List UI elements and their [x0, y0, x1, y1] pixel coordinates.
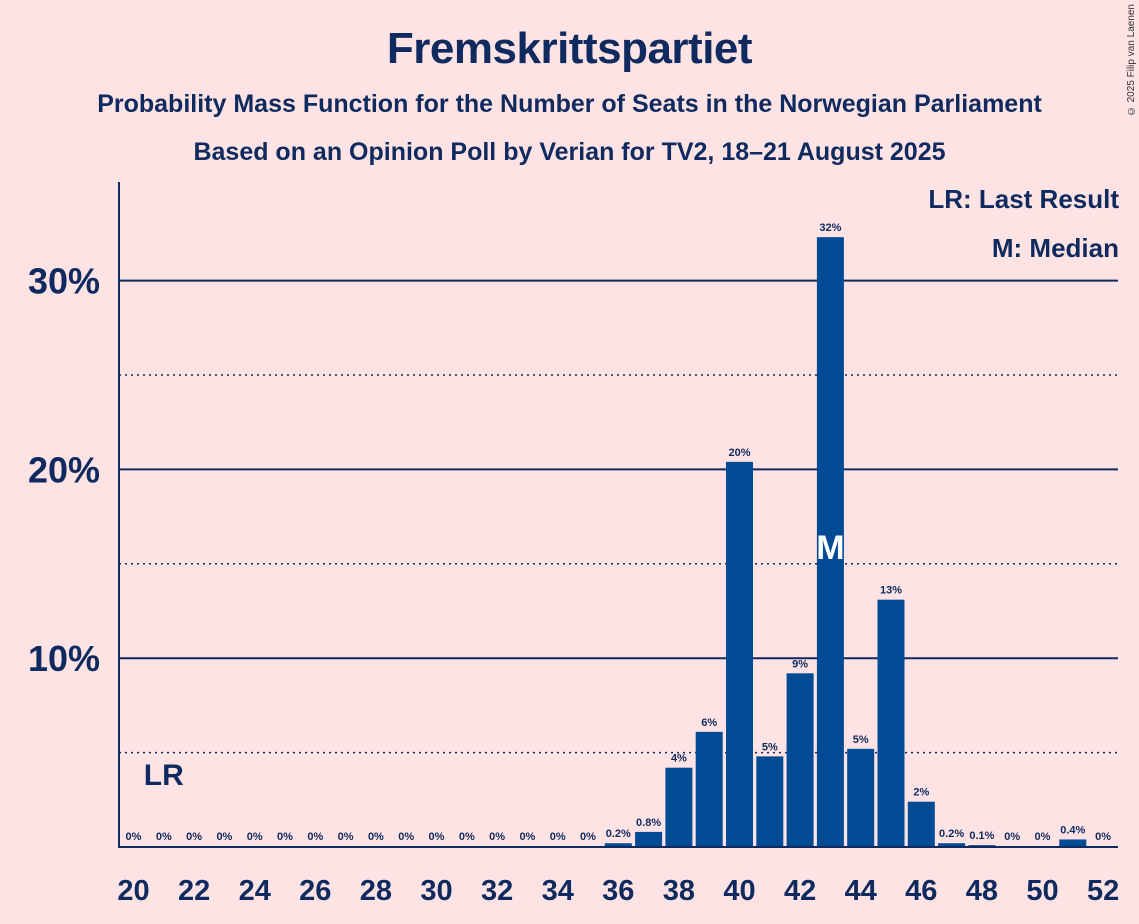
data-label-seat-29: 0% — [398, 831, 414, 843]
data-label-seat-25: 0% — [277, 831, 293, 843]
data-label-seat-46: 2% — [913, 787, 929, 799]
data-label-seat-37: 0.8% — [636, 817, 661, 829]
data-label-seat-21: 0% — [156, 831, 172, 843]
data-label-seat-34: 0% — [550, 831, 566, 843]
last-result-marker: LR — [144, 759, 184, 792]
data-label-seat-20: 0% — [126, 831, 142, 843]
data-label-seat-32: 0% — [489, 831, 505, 843]
x-tick-label: 24 — [239, 875, 271, 907]
data-label-seat-36: 0.2% — [606, 828, 631, 840]
bar-seat-44 — [847, 748, 875, 847]
x-tick-label: 38 — [663, 875, 695, 907]
data-label-seat-27: 0% — [338, 831, 354, 843]
y-tick-label: 10% — [28, 638, 100, 679]
data-label-seat-52: 0% — [1095, 831, 1111, 843]
data-label-seat-50: 0% — [1035, 831, 1051, 843]
median-marker: M — [816, 529, 844, 567]
bar-seat-39 — [695, 731, 723, 847]
x-tick-label: 36 — [602, 875, 634, 907]
data-label-seat-24: 0% — [247, 831, 263, 843]
x-tick-label: 48 — [966, 875, 998, 907]
x-tick-label: 32 — [481, 875, 513, 907]
x-tick-label: 52 — [1087, 875, 1119, 907]
data-label-seat-33: 0% — [519, 831, 535, 843]
y-tick-label: 20% — [28, 449, 100, 490]
data-label-seat-44: 5% — [853, 734, 869, 746]
legend-median: M: Median — [991, 233, 1119, 263]
data-label-seat-41: 5% — [762, 741, 778, 753]
data-label-seat-51: 0.4% — [1060, 824, 1085, 836]
bar-seat-40 — [726, 461, 753, 847]
x-tick-label: 40 — [723, 875, 755, 907]
data-label-seat-49: 0% — [1004, 831, 1020, 843]
chart-subtitle: Probability Mass Function for the Number… — [97, 90, 1042, 118]
x-tick-label: 34 — [542, 875, 574, 907]
bar-seat-36 — [604, 843, 632, 847]
x-tick-label: 22 — [178, 875, 210, 907]
data-label-seat-26: 0% — [307, 831, 323, 843]
x-tick-label: 30 — [420, 875, 452, 907]
bar-seat-42 — [786, 673, 814, 847]
data-label-seat-22: 0% — [186, 831, 202, 843]
data-label-seat-30: 0% — [429, 831, 445, 843]
data-label-seat-42: 9% — [792, 658, 808, 670]
legend-last-result: LR: Last Result — [928, 184, 1119, 214]
bar-seat-38 — [665, 767, 693, 847]
data-label-seat-38: 4% — [671, 753, 687, 765]
bar-seat-43 — [816, 237, 844, 847]
data-label-seat-35: 0% — [580, 831, 596, 843]
data-label-seat-23: 0% — [216, 831, 232, 843]
chart-subtitle-source: Based on an Opinion Poll by Verian for T… — [193, 138, 946, 166]
bar-seat-41 — [756, 756, 784, 847]
bar-seat-45 — [877, 599, 905, 847]
bar-seat-37 — [635, 831, 663, 847]
data-label-seat-48: 0.1% — [969, 830, 994, 842]
data-label-seat-43: 32% — [819, 222, 841, 234]
data-label-seat-45: 13% — [880, 585, 902, 597]
chart-title: Fremskrittspartiet — [386, 24, 753, 73]
x-tick-label: 46 — [905, 875, 937, 907]
bar-seat-47 — [938, 843, 966, 847]
x-tick-label: 26 — [299, 875, 331, 907]
data-label-seat-47: 0.2% — [939, 828, 964, 840]
data-label-seat-28: 0% — [368, 831, 384, 843]
data-label-seat-39: 6% — [701, 717, 717, 729]
x-tick-label: 20 — [117, 875, 149, 907]
x-tick-label: 28 — [360, 875, 392, 907]
y-tick-label: 30% — [28, 261, 100, 302]
x-tick-label: 50 — [1026, 875, 1058, 907]
data-label-seat-40: 20% — [728, 447, 750, 459]
x-tick-label: 44 — [845, 875, 877, 907]
x-tick-label: 42 — [784, 875, 816, 907]
data-label-seat-31: 0% — [459, 831, 475, 843]
bar-seat-46 — [907, 801, 935, 847]
bar-seat-51 — [1059, 839, 1087, 847]
